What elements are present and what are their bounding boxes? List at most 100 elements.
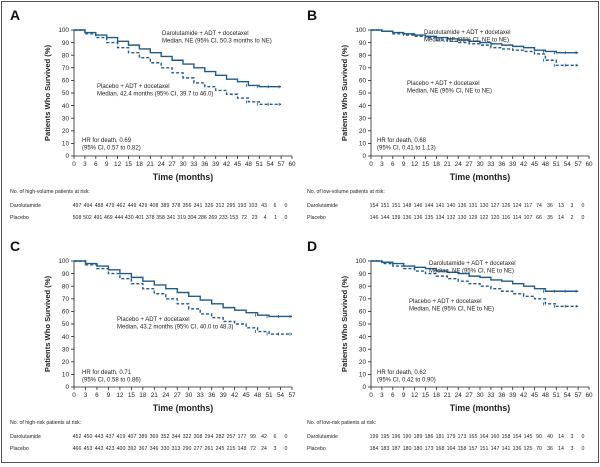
x-axis-label: Time (months) (153, 172, 214, 182)
placebo-label: Placebo + ADT + docetaxel (407, 81, 480, 87)
risk-count: 450 (84, 434, 93, 440)
y-tick-label: 40 (359, 103, 367, 110)
x-tick-label: 33 (487, 161, 495, 168)
risk-count: 369 (150, 434, 159, 440)
risk-row-label: Darolutamide (10, 203, 41, 209)
x-tick-label: 36 (498, 161, 506, 168)
risk-count: 136 (414, 215, 423, 221)
x-tick-label: 12 (411, 392, 419, 399)
y-tick-label: 30 (62, 115, 70, 122)
x-axis-label: Time (months) (450, 403, 511, 413)
risk-count: 127 (491, 203, 500, 209)
risk-count: 43 (261, 203, 267, 209)
x-tick-label: 18 (136, 161, 144, 168)
placebo-curve (74, 260, 292, 335)
x-tick-label: 48 (542, 161, 550, 168)
y-tick-label: 90 (359, 271, 367, 278)
risk-count: 3 (571, 434, 574, 440)
x-tick-label: 54 (267, 161, 275, 168)
risk-count: 389 (139, 434, 148, 440)
risk-count: 14 (558, 446, 564, 452)
darolutamide-curve (74, 260, 292, 318)
y-tick-label: 10 (359, 372, 367, 379)
risk-count: 158 (502, 434, 511, 440)
x-tick-label: 45 (234, 161, 242, 168)
x-tick-label: 21 (444, 392, 452, 399)
x-tick-label: 18 (433, 161, 441, 168)
hr-annotation: (95% CI, 0.58 to 0.86) (82, 378, 141, 384)
x-tick-label: 57 (278, 161, 286, 168)
y-tick-label: 20 (62, 359, 70, 366)
y-tick-label: 40 (62, 103, 70, 110)
hr-annotation: (95% CI, 0.41 to 1.13) (377, 146, 436, 152)
risk-count: 136 (513, 446, 522, 452)
risk-count: 70 (536, 446, 542, 452)
risk-count: 24 (261, 446, 267, 452)
x-tick-label: 39 (509, 161, 517, 168)
y-tick-label: 30 (359, 346, 367, 353)
y-tick-label: 50 (359, 90, 367, 97)
risk-count: 330 (161, 446, 170, 452)
x-tick-label: 12 (116, 392, 124, 399)
x-tick-label: 18 (433, 392, 441, 399)
risk-count: 313 (172, 446, 181, 452)
x-tick-label: 15 (422, 392, 430, 399)
y-tick-label: 80 (62, 52, 70, 59)
x-tick-label: 45 (243, 392, 251, 399)
risk-count: 124 (513, 203, 522, 209)
y-tick-label: 60 (62, 309, 70, 316)
x-tick-label: 30 (179, 161, 187, 168)
placebo-label: Placebo + ADT + docetaxel (409, 299, 482, 305)
risk-count: 195 (381, 434, 390, 440)
x-tick-label: 15 (128, 392, 136, 399)
x-tick-label: 51 (265, 392, 273, 399)
x-tick-label: 24 (455, 161, 463, 168)
risk-count: 0 (285, 434, 288, 440)
x-tick-label: 42 (520, 392, 528, 399)
risk-count: 187 (392, 446, 401, 452)
risk-count: 131 (469, 203, 478, 209)
risk-count: 491 (94, 215, 103, 221)
risk-count: 122 (480, 215, 489, 221)
risk-count: 356 (183, 203, 192, 209)
risk-table-title: No. of high-volume patients at risk: (10, 189, 90, 195)
y-tick-label: 10 (359, 141, 367, 148)
x-tick-label: 21 (151, 392, 159, 399)
y-tick-label: 60 (62, 78, 70, 85)
y-tick-label: 0 (65, 384, 69, 391)
risk-count: 322 (183, 434, 192, 440)
x-tick-label: 18 (139, 392, 147, 399)
x-tick-label: 27 (466, 392, 474, 399)
risk-count: 114 (513, 215, 521, 221)
risk-row-label: Placebo (10, 215, 29, 221)
risk-count: 146 (414, 203, 423, 209)
y-tick-label: 50 (62, 90, 70, 97)
risk-count: 257 (227, 434, 236, 440)
risk-count: 269 (209, 215, 218, 221)
x-tick-label: 3 (83, 161, 87, 168)
risk-count: 261 (205, 446, 214, 452)
risk-count: 14 (558, 434, 564, 440)
y-tick-label: 10 (62, 372, 70, 379)
placebo-label: Placebo + ADT + docetaxel (117, 317, 190, 323)
risk-count: 346 (150, 446, 159, 452)
y-tick-label: 20 (359, 359, 367, 366)
x-tick-label: 15 (422, 161, 430, 168)
risk-count: 1 (274, 215, 277, 221)
risk-count: 158 (458, 446, 467, 452)
risk-count: 3 (571, 203, 574, 209)
y-tick-label: 60 (359, 309, 367, 316)
risk-count: 36 (547, 203, 553, 209)
placebo-curve (371, 260, 579, 308)
risk-row-label: Placebo (307, 215, 326, 221)
y-tick-label: 0 (65, 153, 69, 160)
y-tick-label: 0 (362, 153, 366, 160)
risk-count: 494 (84, 203, 93, 209)
hr-annotation: HR for death, 0.68 (377, 138, 427, 144)
risk-count: 453 (84, 446, 93, 452)
risk-count: 135 (425, 215, 434, 221)
x-tick-label: 3 (380, 392, 384, 399)
y-tick-label: 70 (62, 65, 70, 72)
y-axis-label: Patients Who Survived (%) (43, 44, 52, 141)
y-tick-label: 80 (359, 283, 367, 290)
